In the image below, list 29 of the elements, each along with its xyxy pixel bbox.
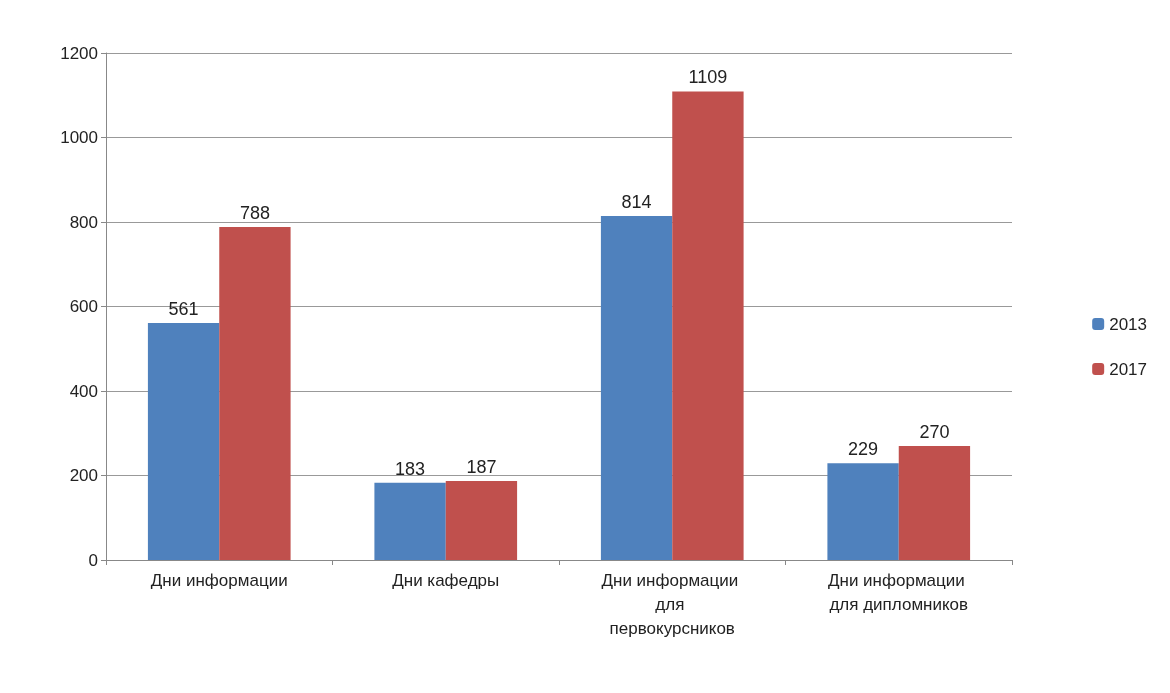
data-label: 788 xyxy=(239,203,270,224)
y-tick-label: 600 xyxy=(69,297,98,316)
y-tick-label: 1000 xyxy=(60,128,98,147)
data-label: 270 xyxy=(919,421,950,442)
legend-label: 2017 xyxy=(1109,359,1148,379)
y-tick-label: 1200 xyxy=(60,43,98,63)
bar xyxy=(898,445,971,560)
data-label: 561 xyxy=(168,298,199,319)
bar xyxy=(374,482,446,560)
bar xyxy=(445,480,518,560)
x-tick-label: Дни кафедры xyxy=(392,570,500,590)
data-label: 814 xyxy=(621,192,652,213)
y-tick-label: 800 xyxy=(69,212,98,232)
x-tick-label: Дни информации для дипломников xyxy=(828,570,970,614)
bar xyxy=(672,91,744,560)
x-tick-label: Дни информации xyxy=(150,570,288,590)
y-tick-label: 0 xyxy=(88,550,98,570)
bar xyxy=(219,227,291,560)
data-label: 187 xyxy=(466,456,497,477)
y-tick-label: 400 xyxy=(69,381,98,401)
y-tick-label: 200 xyxy=(69,466,98,485)
bar xyxy=(600,216,673,560)
data-label: 1109 xyxy=(688,67,728,88)
bar xyxy=(827,463,899,560)
data-label: 229 xyxy=(848,439,879,460)
legend-label: 2013 xyxy=(1109,314,1148,334)
bar xyxy=(147,322,220,560)
data-label: 183 xyxy=(395,458,426,479)
x-tick-label: Дни информации для первокурсников xyxy=(601,570,743,638)
